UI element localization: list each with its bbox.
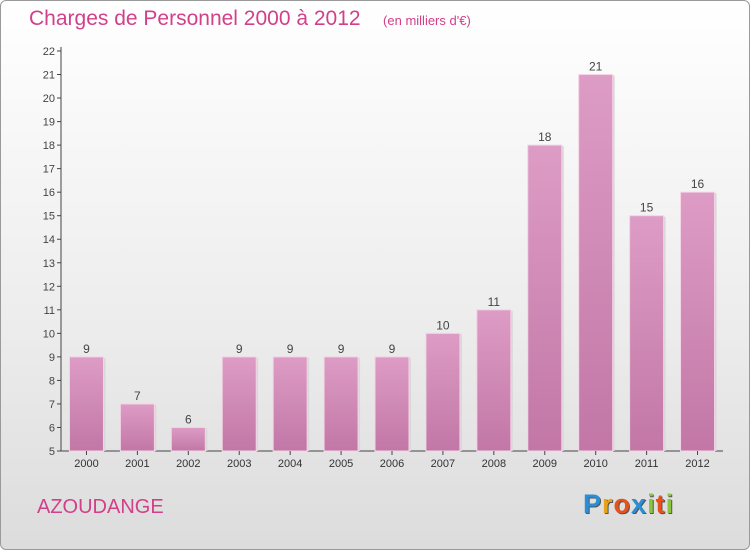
y-tick-label: 19 (43, 117, 55, 129)
y-tick-label: 15 (43, 211, 55, 223)
y-tick-label: 17 (43, 164, 55, 176)
y-tick-label: 18 (43, 140, 55, 152)
x-tick-label: 2001 (125, 458, 149, 470)
x-tick-label: 2009 (533, 458, 557, 470)
bar (476, 309, 512, 452)
x-tick-label: 2000 (74, 458, 98, 470)
data-label: 9 (338, 342, 345, 356)
bar (425, 332, 461, 452)
y-tick-label: 7 (49, 399, 55, 411)
data-label: 21 (589, 60, 603, 74)
bar (68, 356, 104, 452)
bar (527, 144, 563, 452)
data-label: 6 (185, 412, 192, 426)
x-tick-label: 2007 (431, 458, 455, 470)
y-tick-label: 9 (49, 352, 55, 364)
data-label: 9 (287, 342, 294, 356)
data-label: 18 (538, 130, 552, 144)
bar (221, 356, 257, 452)
y-tick-label: 14 (43, 234, 55, 246)
chart-subtitle: (en milliers d'€) (383, 13, 471, 28)
y-tick-label: 20 (43, 93, 55, 105)
y-tick-label: 6 (49, 422, 55, 434)
data-label: 9 (83, 342, 90, 356)
logo-letter: x (631, 489, 648, 519)
y-tick-label: 5 (49, 446, 55, 458)
data-label: 15 (640, 201, 654, 215)
bar (680, 191, 716, 452)
data-label: 16 (691, 177, 705, 191)
x-tick-label: 2012 (685, 458, 709, 470)
bar (374, 356, 410, 452)
data-label: 10 (436, 318, 450, 332)
data-label: 7 (134, 389, 141, 403)
logo-letter: o (613, 489, 632, 519)
y-tick-label: 10 (43, 328, 55, 340)
y-tick-label: 8 (49, 375, 55, 387)
chart-title: Charges de Personnel 2000 à 2012 (29, 7, 361, 30)
y-tick-label: 16 (43, 187, 55, 199)
title-row: Charges de Personnel 2000 à 2012 (en mil… (29, 7, 471, 31)
y-tick-label: 13 (43, 258, 55, 270)
bar (119, 403, 155, 452)
y-tick-label: 12 (43, 281, 55, 293)
bar (578, 74, 614, 452)
x-tick-label: 2003 (227, 458, 251, 470)
x-tick-label: 2011 (635, 458, 659, 470)
proxiti-logo[interactable]: Proxiti (583, 489, 674, 520)
x-tick-label: 2010 (583, 458, 607, 470)
logo-letter: i (665, 489, 675, 519)
x-tick-label: 2004 (278, 458, 302, 470)
x-tick-label: 2005 (329, 458, 353, 470)
bar (629, 215, 665, 452)
chart-marks: 5 6 7 8 9 10 11 12 13 14 15 16 17 18 19 20 21 22 2000 9 2001… (43, 46, 723, 470)
data-label: 9 (389, 342, 396, 356)
x-tick-label: 2002 (176, 458, 200, 470)
x-tick-label: 2006 (380, 458, 404, 470)
bar (170, 426, 206, 452)
logo-letter: t (655, 489, 666, 519)
data-label: 9 (236, 342, 243, 356)
bar (323, 356, 359, 452)
commune-name: AZOUDANGE (37, 496, 164, 518)
y-tick-label: 22 (43, 46, 55, 58)
logo-letter: i (647, 489, 656, 519)
y-tick-label: 11 (44, 305, 55, 317)
x-tick-label: 2008 (482, 458, 506, 470)
data-label: 11 (488, 295, 501, 309)
y-tick-label: 21 (43, 70, 55, 82)
logo-letter: P (583, 489, 603, 519)
bar (272, 356, 308, 452)
logo-letter: r (602, 489, 614, 519)
